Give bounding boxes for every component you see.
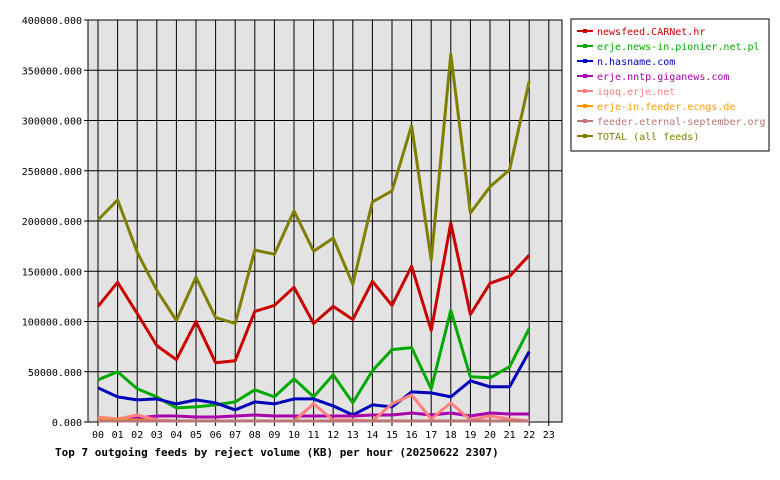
legend-label: n.hasname.com xyxy=(597,57,675,68)
legend-marker xyxy=(583,89,587,93)
legend-label: iqoq.erje.net xyxy=(597,87,675,98)
x-tick-label: 17 xyxy=(425,430,437,441)
legend-label: newsfeed.CARNet.hr xyxy=(597,27,705,38)
legend-marker xyxy=(583,134,587,138)
series-line-total-all-feeds xyxy=(96,52,531,325)
legend-label: erje.nntp.giganews.com xyxy=(597,72,729,83)
x-tick-label: 11 xyxy=(308,430,320,441)
series-lines xyxy=(96,52,531,423)
y-tick-label: 400000.000 xyxy=(22,16,82,27)
x-tick-label: 14 xyxy=(366,430,378,441)
legend-marker xyxy=(583,119,587,123)
legend-box xyxy=(570,18,770,152)
legend-marker xyxy=(583,44,587,48)
y-tick-label: 200000.000 xyxy=(22,217,82,228)
x-tick-label: 10 xyxy=(288,430,300,441)
y-tick-label: 150000.000 xyxy=(22,267,82,278)
x-tick-label: 20 xyxy=(484,430,496,441)
x-tick-label: 05 xyxy=(190,430,202,441)
x-tick-label: 23 xyxy=(543,430,555,441)
series-line-erje-nntp-giganews-com xyxy=(98,411,530,421)
x-tick-label: 21 xyxy=(504,430,516,441)
x-tick-label: 13 xyxy=(347,430,359,441)
legend-marker xyxy=(583,29,587,33)
series-line-newsfeed-carnet-hr xyxy=(96,221,531,365)
y-tick-label: 300000.000 xyxy=(22,117,82,128)
x-tick-label: 08 xyxy=(249,430,261,441)
legend-marker xyxy=(583,104,587,108)
x-tick-label: 02 xyxy=(131,430,143,441)
legend-label: erje.news-in.pionier.net.pl xyxy=(597,42,760,53)
series-line-erje-news-in-pionier-net-pl xyxy=(97,308,531,410)
x-tick-label: 15 xyxy=(386,430,398,441)
x-tick-label: 06 xyxy=(210,430,222,441)
x-tick-label: 18 xyxy=(445,430,457,441)
x-tick-label: 12 xyxy=(327,430,339,441)
x-axis-ticks: 00 01 02 03 04 05 06 07 08 09 10 11 12 13 14 15 16 17 18 19… xyxy=(92,422,555,441)
legend: newsfeed.CARNet.hr erje.news-in.pionier.n… xyxy=(570,18,770,152)
y-tick-label: 100000.000 xyxy=(22,318,82,329)
y-tick-label: 250000.000 xyxy=(22,167,82,178)
x-tick-label: 00 xyxy=(92,430,104,441)
y-tick-label: 50000.000 xyxy=(28,368,82,379)
x-tick-label: 01 xyxy=(112,430,124,441)
chart-title: Top 7 outgoing feeds by reject volume (K… xyxy=(55,446,499,459)
x-tick-label: 09 xyxy=(268,430,280,441)
x-tick-label: 03 xyxy=(151,430,163,441)
legend-marker xyxy=(583,59,587,63)
legend-label: TOTAL (all feeds) xyxy=(597,132,699,143)
x-tick-label: 07 xyxy=(229,430,241,441)
legend-marker xyxy=(583,74,587,78)
x-tick-label: 04 xyxy=(170,430,182,441)
x-tick-label: 19 xyxy=(464,430,476,441)
y-axis-ticks: 0.000 50000.000 100000.000 150000.000 200000… xyxy=(22,16,88,429)
legend-label: feeder.eternal-september.org xyxy=(597,117,766,128)
y-tick-label: 350000.000 xyxy=(22,66,82,77)
y-tick-label: 0.000 xyxy=(52,418,82,429)
x-tick-label: 22 xyxy=(523,430,535,441)
legend-label: erje-in.feeder.ecngs.de xyxy=(597,102,735,113)
x-tick-label: 16 xyxy=(406,430,418,441)
series-line-n-hasname-com xyxy=(97,350,531,417)
